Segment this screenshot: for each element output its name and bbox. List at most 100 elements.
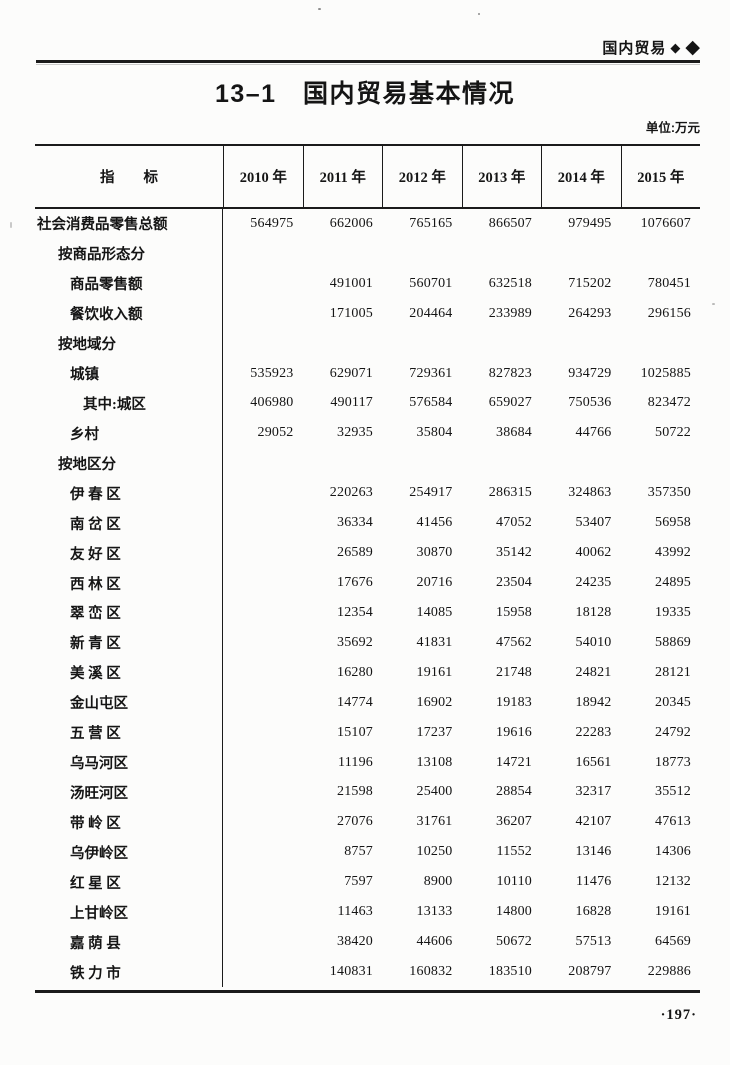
table-row: 新 青 区 35692 41831 47562 54010 58869 (35, 627, 700, 658)
cell-value: 632518 (488, 275, 532, 291)
indicator-column-header: 指 标 (100, 170, 158, 186)
table-row: 乡村 29052 32935 35804 38684 44766 50722 (35, 418, 700, 449)
cell-value: 28121 (655, 664, 691, 680)
cell-value: 662006 (329, 215, 373, 231)
page-number: ·197· (660, 1007, 697, 1023)
table-row: 乌马河区 11196 13108 14721 16561 18773 (35, 747, 700, 778)
cell-value: 24235 (575, 575, 612, 591)
table-row: 美 溪 区 16280 19161 21748 24821 28121 (35, 657, 700, 688)
cell-value: 10110 (496, 874, 532, 890)
cell-value: 934729 (568, 365, 612, 381)
cell-value (223, 598, 303, 628)
cell-value: 19335 (655, 604, 691, 620)
page-title: 13–1 国内贸易基本情况 (214, 80, 516, 108)
header-divider (36, 60, 700, 63)
cell-value: 19161 (655, 904, 691, 920)
cell-value (223, 538, 303, 568)
table-row: 伊 春 区 220263 254917 286315 324863 357350 (35, 478, 700, 509)
cell-value: 22283 (575, 724, 612, 740)
row-label: 按商品形态分 (35, 238, 223, 269)
table-row: 南 岔 区 36334 41456 47052 53407 56958 (35, 508, 700, 539)
table-row: 嘉 荫 县 38420 44606 50672 57513 64569 (35, 927, 700, 958)
cell-value: 36207 (496, 814, 532, 830)
cell-value: 14306 (655, 844, 691, 860)
cell-value: 16828 (575, 904, 612, 920)
cell-value: 43992 (655, 545, 691, 561)
cell-value (541, 448, 621, 478)
row-label: 汤旺河区 (35, 777, 223, 808)
cell-value (223, 568, 303, 598)
unit-label: 单位:万元 (645, 121, 700, 135)
table-row: 其中:城区 406980 490117 576584 659027 750536 82347… (35, 388, 700, 419)
running-header: 国内贸易 ◆ ◆ (602, 37, 701, 58)
cell-value (223, 478, 303, 508)
cell-value: 183510 (488, 964, 532, 979)
cell-value (223, 269, 303, 299)
cell-value: 12354 (337, 604, 373, 620)
table-row: 红 星 区 7597 8900 10110 11476 12132 (35, 867, 700, 898)
year-column-header: 2012 年 (382, 146, 462, 207)
cell-value: 47562 (496, 634, 532, 650)
cell-value: 715202 (568, 275, 612, 291)
cell-value: 17676 (337, 575, 373, 591)
section-label: 国内贸易 (602, 40, 667, 57)
cell-value: 204464 (409, 305, 453, 321)
table-row: 翠 峦 区 12354 14085 15958 18128 19335 (35, 597, 700, 628)
cell-value: 11463 (337, 904, 373, 920)
table-row: 按地域分 (35, 328, 700, 359)
cell-value: 490117 (330, 395, 373, 411)
cell-value (223, 837, 303, 867)
cell-value (223, 927, 303, 957)
cell-value: 979495 (568, 215, 612, 231)
row-label: 社会消费品零售总额 (35, 209, 223, 239)
year-column-header: 2010 年 (223, 146, 303, 207)
cell-value: 11476 (576, 874, 612, 890)
diamond-icon: ◆ (685, 37, 701, 58)
scan-speck (712, 303, 715, 305)
cell-value (462, 329, 542, 359)
table-row: 西 林 区 17676 20716 23504 24235 24895 (35, 568, 700, 598)
row-label: 按地域分 (35, 328, 223, 359)
cell-value: 64569 (655, 934, 691, 950)
cell-value: 576584 (409, 395, 453, 411)
year-column-header: 2011 年 (302, 146, 383, 207)
cell-value: 357350 (647, 485, 691, 501)
row-label: 伊 春 区 (35, 478, 223, 509)
table-row: 商品零售额 491001 560701 632518 715202 780451 (35, 268, 700, 299)
row-label: 美 溪 区 (35, 657, 223, 688)
cell-value: 57513 (575, 934, 612, 950)
cell-value: 35512 (655, 784, 691, 800)
cell-value (382, 448, 462, 478)
cell-value: 14800 (496, 904, 532, 920)
cell-value: 31761 (416, 814, 453, 830)
cell-value: 229886 (647, 964, 691, 979)
cell-value: 54010 (575, 634, 612, 650)
row-label: 商品零售额 (35, 268, 223, 299)
cell-value: 18128 (575, 604, 612, 620)
cell-value (223, 508, 303, 538)
row-label: 上甘岭区 (35, 897, 223, 928)
cell-value: 220263 (329, 485, 373, 501)
cell-value: 58869 (655, 634, 691, 650)
year-column-header: 2014 年 (541, 146, 621, 207)
cell-value: 32935 (337, 425, 373, 441)
cell-value: 7597 (344, 874, 373, 890)
cell-value (223, 718, 303, 748)
cell-value: 18773 (655, 754, 691, 770)
cell-value: 28854 (496, 784, 532, 800)
cell-value: 24792 (655, 724, 691, 740)
cell-value: 13133 (416, 904, 453, 920)
scan-speck (478, 13, 480, 15)
cell-value: 24821 (575, 664, 612, 680)
table-row: 餐饮收入额 171005 204464 233989 264293 296156 (35, 298, 700, 329)
cell-value: 42107 (575, 814, 612, 830)
row-label: 铁 力 市 (35, 957, 223, 987)
row-label: 带 岭 区 (35, 807, 223, 838)
cell-value: 296156 (647, 305, 691, 321)
cell-value (223, 778, 303, 808)
cell-value: 38684 (496, 425, 532, 441)
table-row: 按商品形态分 (35, 238, 700, 269)
row-label: 五 营 区 (35, 717, 223, 748)
cell-value: 1025885 (640, 365, 691, 381)
cell-value (223, 807, 303, 837)
